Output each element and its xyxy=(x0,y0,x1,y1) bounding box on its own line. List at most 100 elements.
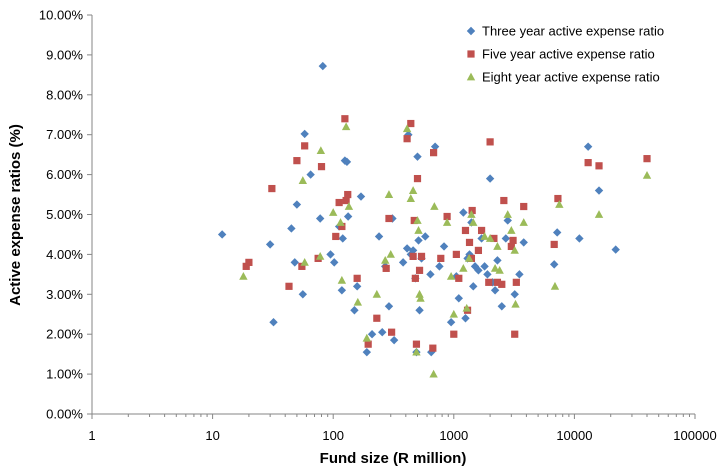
data-markers xyxy=(217,61,652,378)
triangle-point xyxy=(406,194,416,202)
square-point xyxy=(437,254,445,262)
diamond-point xyxy=(413,152,422,161)
diamond-point xyxy=(459,208,468,217)
triangle-point xyxy=(462,303,471,312)
square-point xyxy=(450,330,458,338)
diamond-point xyxy=(430,142,440,151)
diamond-point xyxy=(367,330,377,339)
diamond-point xyxy=(318,61,328,71)
diamond-point xyxy=(350,306,359,315)
y-tick-label: 10.00% xyxy=(39,8,84,23)
square-point xyxy=(332,232,340,241)
x-tick-label: 100 xyxy=(322,428,344,443)
diamond-point xyxy=(415,306,424,315)
diamond-point xyxy=(439,242,449,251)
y-tick-label: 9.00% xyxy=(46,47,83,62)
square-point xyxy=(455,274,463,282)
diamond-point xyxy=(435,262,444,271)
x-tick-label: 100000 xyxy=(673,428,716,443)
series-1 xyxy=(217,61,620,357)
triangle-point xyxy=(384,190,394,198)
square-point xyxy=(385,214,393,223)
square-point xyxy=(493,278,502,286)
legend-label: Eight year active expense ratio xyxy=(482,70,660,85)
triangle-point xyxy=(344,202,354,210)
triangle-point xyxy=(449,309,458,318)
square-point xyxy=(461,226,470,235)
diamond-point xyxy=(290,258,299,267)
diamond-point xyxy=(330,258,339,267)
legend-marker xyxy=(466,26,476,36)
legend: Three year active expense ratio Five year… xyxy=(466,24,664,85)
diamond-point xyxy=(342,157,352,167)
diamond-point xyxy=(326,250,335,259)
triangle-point xyxy=(414,226,423,234)
triangle-point xyxy=(507,226,516,234)
square-point xyxy=(468,206,476,215)
triangle-point xyxy=(300,257,309,266)
diamond-point xyxy=(356,192,366,201)
triangle-point xyxy=(555,200,564,208)
square-point xyxy=(474,246,483,255)
diamond-point xyxy=(493,256,502,265)
triangle-point xyxy=(464,253,474,262)
diamond-point xyxy=(461,314,470,323)
triangle-point xyxy=(372,289,382,298)
diamond-point xyxy=(265,240,275,249)
triangle-point xyxy=(459,263,468,272)
square-point xyxy=(301,142,309,150)
square-point xyxy=(410,216,418,225)
diamond-point xyxy=(490,286,500,295)
triangle-point xyxy=(485,234,495,242)
diamond-point xyxy=(398,258,408,267)
square-point xyxy=(595,162,603,170)
square-point xyxy=(388,328,396,336)
square-point xyxy=(520,202,528,211)
square-point xyxy=(413,174,422,183)
diamond-point xyxy=(501,234,511,243)
square-point xyxy=(486,138,494,146)
square-point xyxy=(407,119,415,128)
square-point xyxy=(554,194,562,203)
x-tick-label: 10000 xyxy=(556,428,592,443)
diamond-point xyxy=(217,230,227,239)
square-point xyxy=(430,149,438,157)
square-point xyxy=(411,274,419,282)
square-point xyxy=(512,278,520,286)
diamond-point xyxy=(315,214,325,223)
legend-label: Five year active expense ratio xyxy=(482,47,655,62)
triangle-point xyxy=(511,299,520,308)
diamond-point xyxy=(338,234,347,243)
square-point xyxy=(342,196,350,205)
y-tick-label: 8.00% xyxy=(46,87,83,102)
diamond-point xyxy=(611,245,620,254)
square-point xyxy=(509,236,517,245)
triangle-point xyxy=(402,124,412,133)
square-point xyxy=(490,234,498,243)
triangle-point xyxy=(550,281,560,290)
square-point xyxy=(242,262,250,270)
triangle-point xyxy=(594,210,604,218)
y-tick-label: 2.00% xyxy=(46,327,83,342)
y-tick-label: 6.00% xyxy=(46,167,83,182)
square-point xyxy=(341,115,349,123)
square-point xyxy=(403,135,411,143)
triangle-point xyxy=(415,289,424,298)
square-point xyxy=(550,240,558,249)
diamond-point xyxy=(378,328,387,337)
square-point xyxy=(415,266,424,274)
diamond-point xyxy=(384,302,394,311)
triangle-point xyxy=(642,170,652,179)
square-point xyxy=(511,330,519,338)
diamond-point xyxy=(343,212,353,221)
square-point xyxy=(429,344,437,352)
triangle-point xyxy=(493,242,502,250)
triangle-point xyxy=(316,146,326,155)
diamond-point xyxy=(594,186,604,195)
square-point xyxy=(268,184,276,193)
triangle-point xyxy=(329,208,338,216)
square-point xyxy=(485,278,493,286)
square-point xyxy=(584,159,592,167)
x-tick-label: 1 xyxy=(88,428,95,443)
